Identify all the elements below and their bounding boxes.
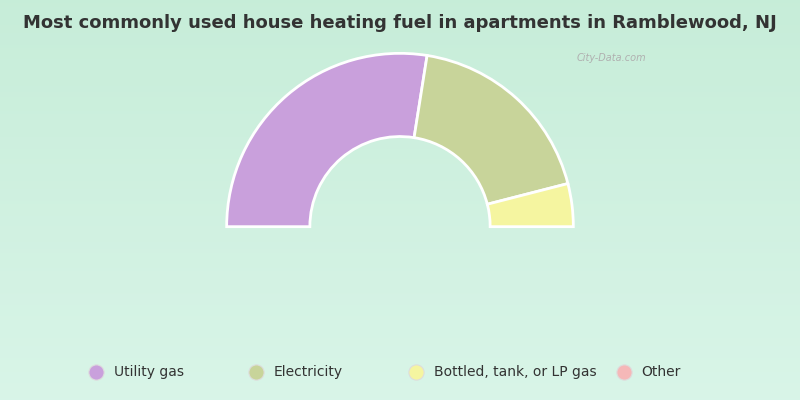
Text: Most commonly used house heating fuel in apartments in Ramblewood, NJ: Most commonly used house heating fuel in… — [23, 14, 777, 32]
Text: Utility gas: Utility gas — [114, 365, 184, 379]
Text: City-Data.com: City-Data.com — [577, 53, 646, 63]
Wedge shape — [414, 56, 568, 204]
Wedge shape — [226, 53, 427, 227]
Text: Electricity: Electricity — [274, 365, 342, 379]
Text: Bottled, tank, or LP gas: Bottled, tank, or LP gas — [434, 365, 596, 379]
Wedge shape — [487, 184, 574, 227]
Text: Other: Other — [642, 365, 681, 379]
